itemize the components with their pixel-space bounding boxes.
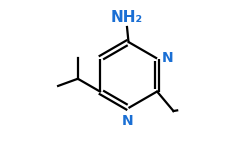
Text: N: N [161,51,173,66]
Text: NH₂: NH₂ [111,11,143,26]
Text: N: N [122,114,134,128]
